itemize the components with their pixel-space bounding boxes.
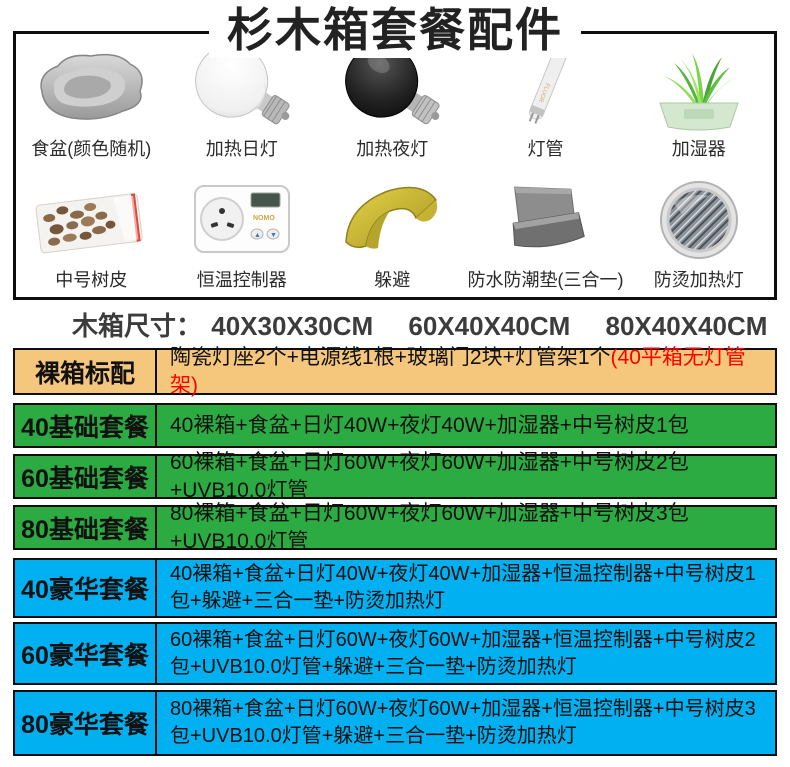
deluxe-package-40-content: 40裸箱+食盆+日灯40W+夜灯40W+加湿器+恒温控制器+中号树皮1包+躲避+… [170, 563, 756, 612]
product-cell-food-bowl: 食盆(颜色随机) [16, 34, 167, 166]
night-heat-lamp-image [329, 42, 455, 136]
basic-package-80-label: 80基础套餐 [15, 507, 157, 548]
product-cell-waterproof-mat: 防水防潮垫(三合一) [468, 166, 624, 298]
waterproof-mat-image [483, 173, 609, 267]
bark-bag-image [26, 173, 156, 267]
product-cell-hide-shelter: 躲避 [317, 166, 468, 298]
box-size-40: 40X30X30CM [211, 311, 374, 341]
product-cell-lamp-tube: FLUOR 灯管 [468, 34, 624, 166]
base-config-label: 裸箱标配 [15, 350, 157, 393]
svg-text:▼: ▼ [270, 232, 277, 239]
product-cell-bark-bag: 中号树皮 [16, 166, 167, 298]
basic-package-60-label: 60基础套餐 [15, 456, 157, 497]
deluxe-package-row-80: 80豪华套餐 80裸箱+食盆+日灯60W+夜灯60W+加湿器+恒温控制器+中号树… [13, 690, 777, 756]
product-cell-anti-scald-lamp: 防烫加热灯 [624, 166, 775, 298]
accessories-box: 食盆(颜色随机) [13, 31, 777, 300]
deluxe-package-row-60: 60豪华套餐 60裸箱+食盆+日灯60W+夜灯60W+加湿器+恒温控制器+中号树… [13, 622, 777, 685]
svg-text:▲: ▲ [254, 232, 261, 239]
box-size-60: 60X40X40CM [408, 311, 571, 341]
lamp-tube-image: FLUOR [491, 42, 601, 136]
thermostat-image: NOMO ▲ ▼ [179, 173, 305, 267]
deluxe-package-40-label: 40豪华套餐 [15, 560, 157, 616]
anti-scald-lamp-image [644, 173, 754, 267]
hide-shelter-image [332, 173, 452, 267]
basic-package-80-content: 80裸箱+食盆+日灯60W+夜灯60W+加湿器+中号树皮3包+UVB10.0灯管 [170, 502, 689, 553]
product-cell-day-heat-lamp: 加热日灯 [167, 34, 318, 166]
basic-package-row-60: 60基础套餐 60裸箱+食盆+日灯60W+夜灯60W+加湿器+中号树皮2包+UV… [13, 451, 777, 502]
product-label: 躲避 [374, 270, 411, 290]
svg-text:NOMO: NOMO [253, 215, 275, 222]
basic-package-row-80: 80基础套餐 80裸箱+食盆+日灯60W+夜灯60W+加湿器+中号树皮3包+UV… [13, 502, 777, 553]
box-dimensions: 木箱尺寸： 40X30X30CM 60X40X40CM 80X40X40CM [0, 306, 790, 343]
deluxe-package-80-content: 80裸箱+食盆+日灯60W+夜灯60W+加湿器+恒温控制器+中号树皮3包+UVB… [170, 698, 756, 747]
product-cell-night-heat-lamp: 加热夜灯 [317, 34, 468, 166]
basic-package-40-content: 40裸箱+食盆+日灯40W+夜灯40W+加湿器+中号树皮1包 [170, 413, 689, 437]
product-label: 加热日灯 [205, 138, 278, 159]
deluxe-package-60-content: 60裸箱+食盆+日灯60W+夜灯60W+加湿器+恒温控制器+中号树皮2包+UVB… [170, 628, 756, 678]
base-config-note: (40平箱无灯管架) [170, 346, 746, 397]
box-dimensions-label: 木箱尺寸： [72, 311, 203, 341]
basic-package-row-40: 40基础套餐 40裸箱+食盆+日灯40W+夜灯40W+加湿器+中号树皮1包 [13, 403, 777, 448]
base-config-items: 陶瓷灯座2个+电源线1根+玻璃门2块+灯管架1个 [170, 346, 611, 370]
page-title: 杉木箱套餐配件 [0, 2, 790, 58]
product-label: 加湿器 [671, 138, 726, 159]
deluxe-package-row-40: 40豪华套餐 40裸箱+食盆+日灯40W+夜灯40W+加湿器+恒温控制器+中号树… [13, 558, 777, 618]
product-label: 加热夜灯 [356, 138, 429, 159]
accessories-grid: 食盆(颜色随机) [16, 34, 774, 297]
deluxe-package-80-label: 80豪华套餐 [15, 692, 157, 754]
product-label: 恒温控制器 [196, 270, 287, 290]
humidifier-image [636, 42, 762, 136]
page-title-text: 杉木箱套餐配件 [209, 2, 581, 58]
product-cell-thermostat: NOMO ▲ ▼ 恒温控制器 [167, 166, 318, 298]
basic-package-40-label: 40基础套餐 [15, 405, 157, 446]
product-cell-humidifier: 加湿器 [624, 34, 775, 166]
base-config-content: 陶瓷灯座2个+电源线1根+玻璃门2块+灯管架1个(40平箱无灯管架) [157, 346, 775, 396]
product-label: 防烫加热灯 [653, 270, 744, 290]
product-label: 灯管 [527, 138, 564, 159]
food-bowl-image [28, 42, 154, 136]
deluxe-package-60-label: 60豪华套餐 [15, 624, 157, 683]
box-size-80: 80X40X40CM [605, 311, 768, 341]
basic-package-60-content: 60裸箱+食盆+日灯60W+夜灯60W+加湿器+中号树皮2包+UVB10.0灯管 [170, 451, 689, 502]
product-label: 食盆(颜色随机) [31, 138, 152, 159]
day-heat-lamp-image [179, 42, 305, 136]
product-label: 防水防潮垫(三合一) [467, 270, 624, 290]
base-config-row: 裸箱标配 陶瓷灯座2个+电源线1根+玻璃门2块+灯管架1个(40平箱无灯管架) [13, 346, 777, 397]
product-label: 中号树皮 [55, 270, 128, 290]
